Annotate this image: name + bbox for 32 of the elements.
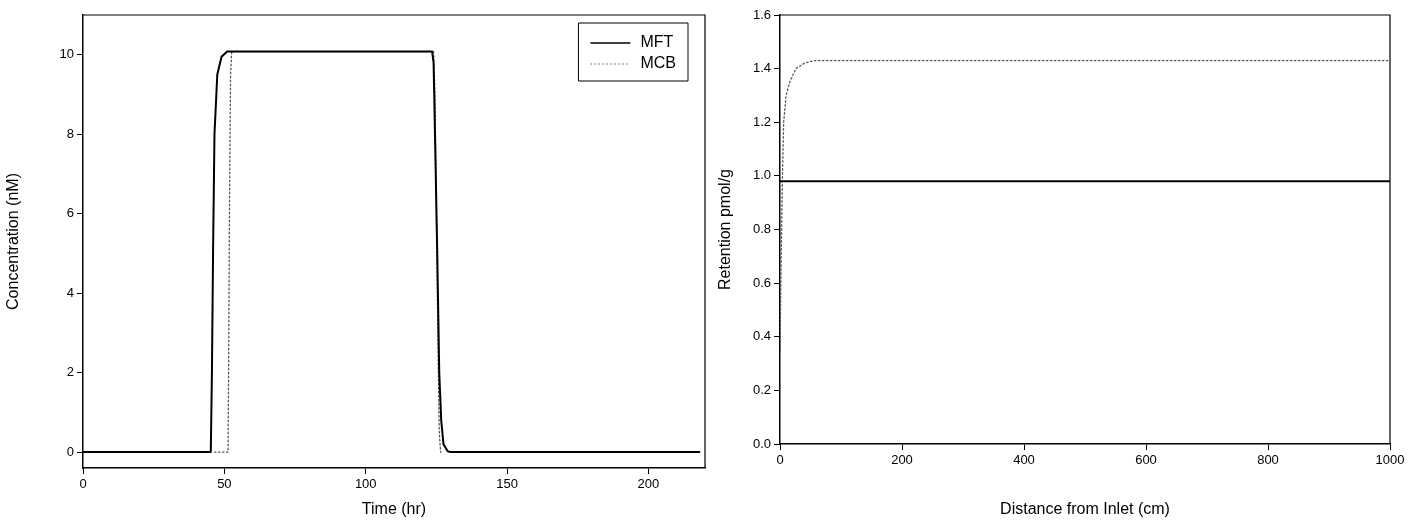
x-axis-title: Distance from Inlet (cm) (1000, 499, 1170, 517)
line-series (780, 59, 1390, 351)
y-tick-label: 0.4 (752, 328, 771, 344)
y-tick-label: 0.0 (752, 435, 771, 451)
legend-label: MFT (640, 33, 674, 51)
x-tick-label: 0 (776, 452, 784, 468)
x-tick-label: 1000 (1375, 452, 1405, 468)
x-tick-label: 800 (1257, 452, 1279, 468)
x-tick-label: 200 (891, 452, 913, 468)
y-tick-label: 1.2 (752, 113, 771, 129)
y-tick-label: 1.0 (752, 167, 771, 183)
x-tick-label: 0 (79, 476, 87, 492)
x-tick-label: 200 (637, 476, 660, 492)
y-tick-label: 2 (66, 364, 74, 380)
legend-label: MCB (640, 54, 677, 72)
x-tick-label: 100 (354, 476, 377, 492)
y-tick-label: 1.6 (752, 6, 771, 22)
x-tick-label: 150 (496, 476, 518, 492)
y-tick-label: 0.6 (752, 274, 771, 290)
y-tick-label: 6 (66, 205, 74, 221)
y-tick-label: 8 (66, 125, 74, 141)
y-axis-title: Concentration (nM) (4, 173, 22, 310)
y-tick-label: 10 (59, 46, 74, 62)
y-tick-label: 1.4 (752, 60, 771, 76)
y-tick-label: 0.2 (752, 381, 771, 397)
x-tick-label: 400 (1013, 452, 1035, 468)
y-tick-label: 0.8 (752, 221, 771, 237)
x-axis-title: Time (hr) (361, 499, 427, 517)
y-tick-label: 4 (66, 284, 74, 300)
x-tick-label: 600 (1135, 452, 1157, 468)
y-axis-title: Retention pmol/g (716, 169, 734, 290)
x-tick-label: 50 (217, 476, 232, 492)
